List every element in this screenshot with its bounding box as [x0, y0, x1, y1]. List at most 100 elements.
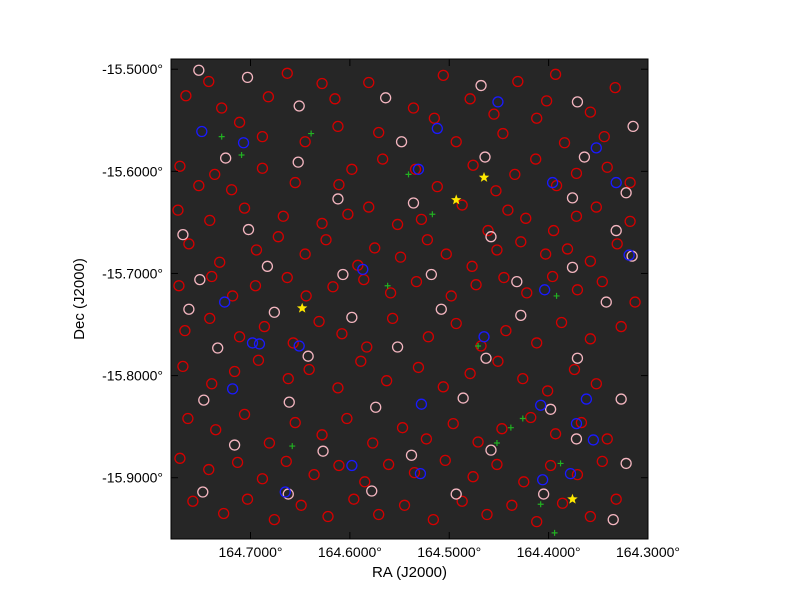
source-circle-1-53: [450, 488, 462, 500]
source-circle-2-11: [219, 296, 231, 308]
source-circle-2-18: [535, 399, 547, 411]
source-circle-0-135: [210, 424, 222, 436]
source-circle-0-59: [520, 212, 532, 224]
source-circle-0-41: [509, 168, 521, 181]
source-circle-0-93: [470, 279, 482, 291]
source-circle-1-30: [435, 303, 447, 315]
source-circle-1-49: [620, 457, 632, 470]
source-circle-0-5: [316, 77, 328, 90]
source-circle-0-87: [300, 290, 312, 302]
source-circle-1-15: [332, 193, 344, 205]
source-circle-1-0: [193, 64, 205, 76]
source-circle-1-32: [600, 296, 612, 308]
source-circle-1-45: [317, 445, 329, 457]
source-circle-0-176: [398, 499, 411, 511]
source-circle-0-52: [342, 208, 354, 220]
source-circle-0-11: [488, 108, 500, 120]
axes-layer: 164.7000° 164.6000° 164.5000° 164.4000° 164.…: [102, 59, 680, 560]
source-circle-2-21: [587, 434, 599, 446]
source-circle-0-179: [481, 508, 493, 521]
source-circle-0-180: [506, 499, 518, 511]
source-circle-0-86: [281, 271, 293, 284]
source-circle-1-50: [197, 486, 209, 498]
source-circle-0-166: [571, 469, 584, 481]
source-circle-0-54: [391, 218, 404, 231]
source-circle-2-2: [431, 122, 443, 135]
source-circle-0-101: [204, 312, 216, 325]
source-circle-0-83: [206, 270, 218, 283]
source-circle-0-9: [437, 69, 449, 81]
source-circle-2-19: [570, 417, 583, 430]
source-circle-0-121: [282, 373, 294, 385]
source-circle-1-55: [607, 513, 619, 526]
source-circle-0-84: [226, 290, 239, 302]
source-circle-0-37: [409, 163, 422, 175]
source-circle-0-175: [373, 508, 385, 521]
source-circle-0-123: [332, 382, 344, 394]
source-circle-1-13: [177, 229, 189, 241]
source-circle-0-24: [497, 127, 509, 140]
source-circle-0-131: [541, 385, 554, 397]
source-circle-0-92: [445, 290, 457, 302]
source-circle-0-102: [233, 331, 246, 343]
source-circle-0-145: [472, 436, 484, 448]
source-circle-2-13: [253, 338, 266, 350]
source-circle-0-115: [584, 333, 597, 345]
source-circle-0-177: [427, 513, 440, 526]
source-circle-0-130: [517, 373, 529, 385]
source-circle-0-1: [203, 75, 215, 88]
source-circle-1-3: [379, 92, 392, 104]
source-circle-0-143: [420, 433, 433, 445]
cross-marker-13: [551, 529, 558, 536]
source-circle-1-36: [480, 352, 492, 364]
source-circle-2-26: [279, 486, 291, 498]
source-circle-0-158: [359, 476, 371, 488]
x-tick-label-2: 164.5000°: [417, 544, 481, 560]
source-circle-0-63: [624, 215, 636, 228]
source-circle-0-30: [209, 168, 221, 181]
source-circle-1-40: [370, 401, 382, 413]
source-circle-0-47: [172, 204, 184, 216]
source-circle-2-0: [196, 125, 208, 138]
cross-marker-8: [493, 440, 500, 446]
source-circle-0-60: [547, 224, 560, 237]
source-circle-2-25: [564, 467, 577, 480]
source-circle-0-144: [447, 417, 459, 430]
source-circle-0-126: [412, 361, 425, 374]
source-circle-0-73: [421, 234, 434, 246]
source-circle-0-29: [193, 179, 205, 192]
source-circle-0-124: [355, 355, 367, 367]
source-circle-0-141: [367, 437, 379, 449]
source-circle-1-25: [566, 261, 579, 273]
source-circle-0-112: [500, 325, 512, 337]
source-circle-1-33: [212, 342, 224, 354]
source-circle-1-43: [615, 393, 627, 405]
source-circle-1-1: [241, 71, 254, 84]
source-circle-2-12: [246, 337, 259, 349]
source-circle-2-16: [226, 383, 239, 395]
source-circle-1-7: [220, 152, 232, 164]
source-circle-1-46: [405, 449, 418, 461]
source-circle-1-38: [198, 394, 210, 406]
source-circle-0-151: [174, 452, 186, 464]
source-circle-2-15: [478, 331, 490, 343]
source-circle-0-109: [422, 331, 435, 343]
source-circle-0-106: [336, 328, 348, 340]
source-circle-0-15: [584, 106, 597, 118]
source-circle-0-168: [187, 495, 199, 507]
source-circle-1-6: [627, 120, 639, 133]
source-circle-0-160: [408, 466, 421, 479]
source-circle-0-50: [277, 210, 289, 222]
source-circle-1-4: [475, 79, 487, 92]
source-circle-1-11: [578, 151, 591, 163]
source-circle-0-40: [490, 185, 502, 197]
source-circle-1-31: [515, 309, 527, 321]
source-circle-0-72: [394, 251, 407, 263]
source-circle-1-17: [485, 231, 497, 243]
source-circle-1-29: [346, 311, 358, 324]
source-circle-0-66: [250, 244, 263, 256]
source-circle-0-4: [281, 67, 293, 79]
source-circle-1-28: [268, 306, 281, 318]
source-circle-0-76: [491, 244, 503, 256]
